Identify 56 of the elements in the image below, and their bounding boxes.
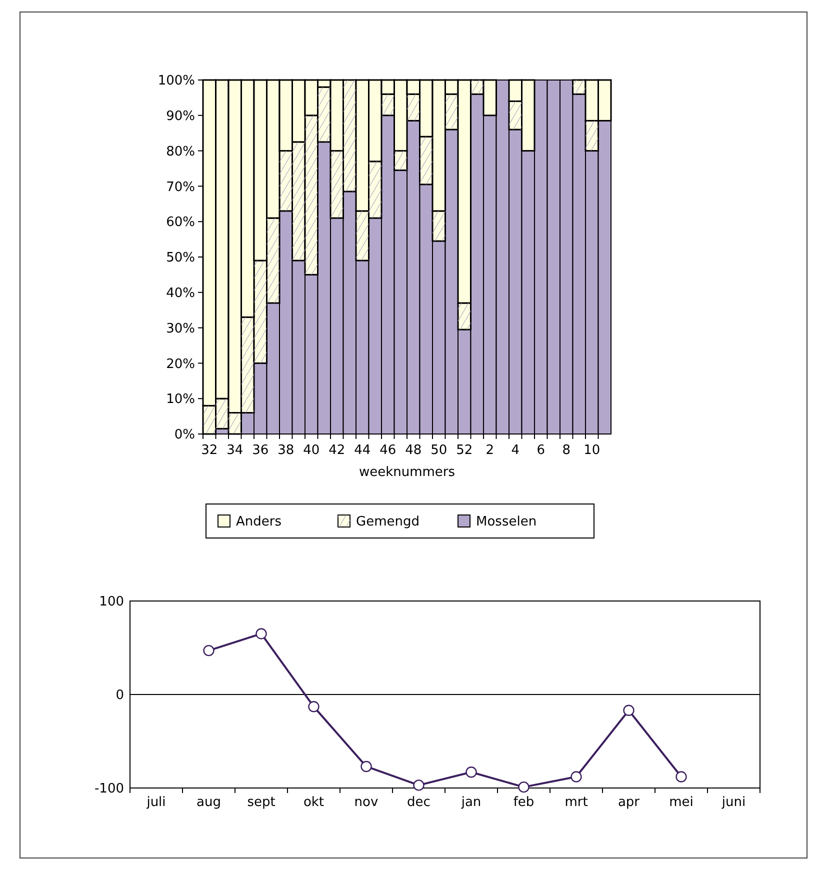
x-axis-title: weeknummers (358, 465, 456, 480)
y-tick-label: 50% (166, 250, 195, 266)
x-tick-label: aug (196, 795, 221, 810)
legend-label: Gemengd (356, 514, 420, 530)
x-tick-label: 8 (562, 443, 571, 458)
x-tick-label: 6 (536, 443, 546, 458)
point (360, 760, 372, 772)
x-tick-label: okt (303, 795, 324, 810)
y-tick-label: 80% (166, 144, 195, 160)
point (308, 701, 320, 712)
x-tick-label: 50 (430, 443, 448, 458)
x-tick-label: nov (354, 795, 378, 810)
y-tick-label: 90% (166, 108, 195, 124)
y-tick-label: 0% (174, 428, 195, 443)
point (623, 704, 634, 716)
x-tick-label: jan (460, 795, 482, 810)
x-tick-label: juni (720, 795, 746, 810)
point (256, 628, 267, 640)
x-tick-label: 44 (354, 443, 371, 458)
y-tick-label: 60% (166, 215, 195, 230)
point (203, 644, 214, 656)
point (518, 781, 530, 793)
y-tick-label: 20% (166, 356, 195, 372)
y-tick-label: 0 (116, 688, 124, 704)
x-tick-label: juli (146, 795, 166, 810)
x-tick-label: 4 (511, 443, 520, 458)
point (676, 771, 687, 782)
x-tick-label: sept (247, 795, 276, 810)
x-tick-label: 42 (328, 443, 346, 458)
x-tick-label: feb (513, 795, 534, 810)
x-tick-label: 10 (584, 443, 600, 458)
y-tick-label: 40% (166, 286, 195, 301)
x-tick-label: 32 (201, 443, 218, 458)
x-tick-label: 48 (405, 443, 422, 458)
x-tick-label: mei (669, 795, 694, 810)
x-tick-label: 2 (486, 443, 494, 458)
x-tick-label: mrt (564, 795, 588, 810)
y-tick-label: 10% (166, 392, 195, 408)
legend-label: Anders (236, 514, 282, 530)
x-tick-label: 34 (226, 443, 244, 458)
y-tick-label: -100 (94, 782, 124, 797)
x-tick-label: apr (618, 795, 640, 810)
x-tick-label: 36 (252, 443, 269, 458)
y-tick-label: 100% (158, 74, 195, 89)
x-tick-label: 52 (456, 443, 473, 458)
x-tick-label: 40 (303, 443, 320, 458)
x-tick-label: dec (407, 795, 430, 810)
y-tick-label: 70% (166, 180, 195, 195)
y-tick-label: 30% (166, 321, 195, 336)
x-tick-label: 46 (380, 443, 396, 458)
x-tick-label: 38 (278, 443, 294, 458)
point (570, 771, 582, 782)
point (413, 780, 424, 791)
point (466, 766, 477, 778)
y-tick-label: 100 (99, 594, 124, 610)
legend-label: Mosselen (476, 514, 537, 530)
